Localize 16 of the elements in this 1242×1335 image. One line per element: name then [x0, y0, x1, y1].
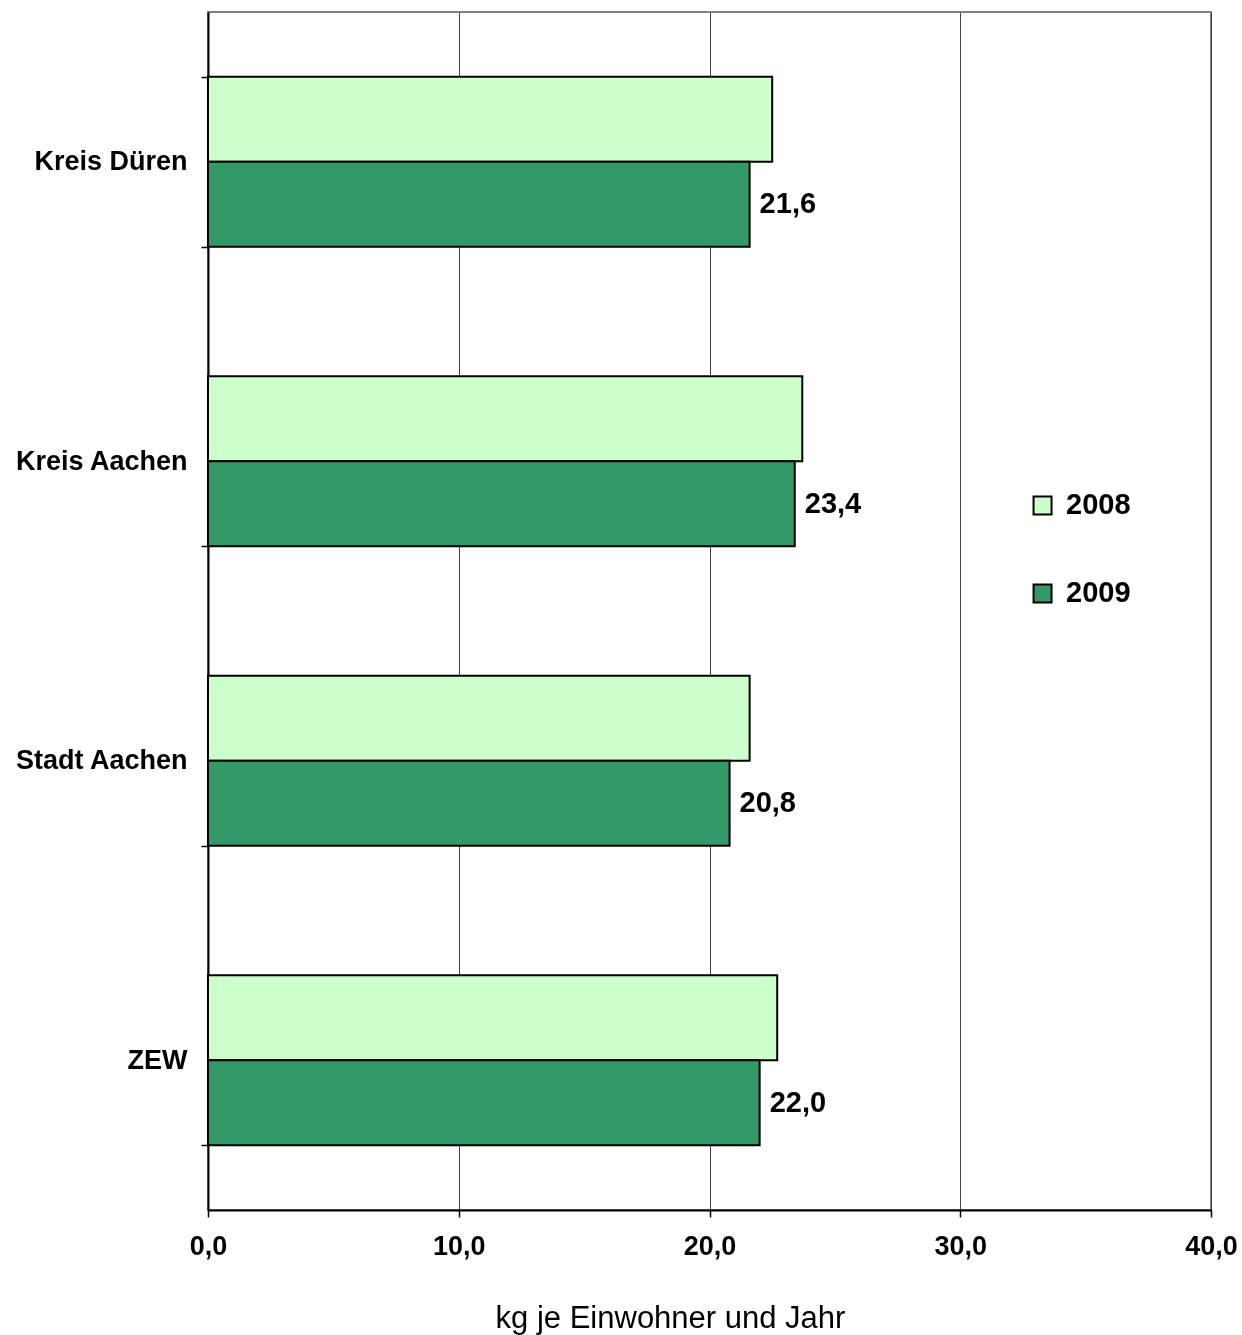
x-tick-label: 0,0: [189, 1230, 228, 1261]
data-label: 20,8: [739, 786, 797, 819]
data-label: 23,4: [804, 486, 862, 519]
x-tick-label: 20,0: [683, 1230, 737, 1261]
x-tick-label: 10,0: [432, 1230, 486, 1261]
x-tick-label: 40,0: [1185, 1230, 1238, 1261]
data-label: 22,0: [769, 1085, 827, 1118]
y-tick-label: ZEW: [127, 1044, 188, 1075]
y-tick-label: Kreis Aachen: [15, 445, 188, 476]
x-tick-label: 30,0: [934, 1230, 988, 1261]
legend-label: 2008: [1066, 488, 1131, 521]
data-label: 21,6: [759, 187, 817, 220]
legend-label: 2009: [1066, 576, 1131, 609]
x-axis-title: kg je Einwohner und Jahr: [495, 1299, 846, 1335]
y-tick-label: Kreis Düren: [34, 146, 188, 177]
y-tick-label: Stadt Aachen: [15, 745, 188, 776]
